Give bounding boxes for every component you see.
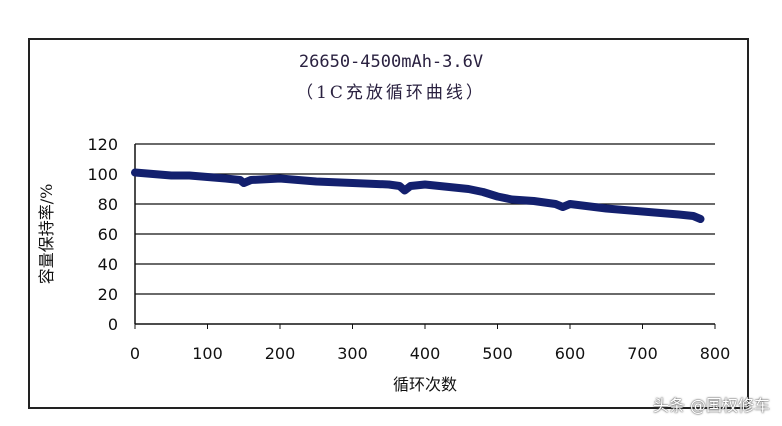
data-point: [185, 172, 193, 179]
data-point: [450, 184, 458, 191]
data-point: [689, 212, 697, 220]
y-axis-label: 容量保持率/%: [37, 184, 56, 285]
data-point: [385, 181, 393, 188]
y-tick-label: 80: [98, 195, 118, 214]
data-point: [222, 175, 230, 182]
data-point: [276, 175, 284, 182]
data-point: [639, 208, 646, 215]
x-tick-label: 500: [482, 344, 513, 363]
x-tick-label: 600: [555, 344, 586, 363]
data-point: [508, 196, 516, 203]
series-line: [131, 168, 705, 223]
x-tick-label: 700: [627, 344, 658, 363]
x-tick-label: 200: [265, 344, 296, 363]
data-point: [240, 179, 248, 187]
data-point: [247, 176, 255, 184]
data-point: [436, 182, 443, 190]
data-point: [421, 181, 429, 188]
data-point: [149, 170, 157, 178]
data-point: [566, 200, 574, 208]
chart-subtitle: （1C充放循环曲线）: [296, 83, 486, 103]
x-tick-label: 0: [130, 344, 140, 363]
data-point: [401, 187, 409, 194]
y-tick-label: 120: [87, 135, 118, 154]
data-point: [167, 172, 175, 179]
data-point: [312, 178, 320, 185]
y-tick-label: 20: [98, 285, 118, 304]
x-tick-label: 400: [410, 344, 441, 363]
data-point: [131, 169, 139, 176]
data-point: [396, 182, 404, 190]
data-point: [697, 215, 704, 223]
y-tick-label: 0: [108, 315, 118, 334]
y-tick-label: 60: [98, 225, 118, 244]
y-tick-label: 100: [87, 165, 118, 184]
data-point: [407, 182, 414, 190]
x-axis-label: 循环次数: [393, 375, 457, 394]
data-point: [349, 179, 356, 187]
x-tick-label: 100: [192, 344, 223, 363]
data-point: [465, 185, 472, 193]
data-point: [494, 193, 501, 200]
data-point: [530, 197, 538, 205]
watermark: 头条 @国权修车: [652, 396, 770, 415]
data-point: [204, 173, 211, 181]
chart-title: 26650-4500mAh-3.6V: [298, 52, 484, 72]
x-tick-label: 800: [700, 344, 731, 363]
x-tick-label: 300: [337, 344, 368, 363]
data-point: [602, 205, 610, 212]
data-point: [559, 203, 567, 211]
data-point: [675, 211, 683, 218]
data-point: [552, 200, 559, 208]
data-point: [479, 188, 487, 196]
y-tick-label: 40: [98, 255, 118, 274]
chart-frame: [28, 38, 749, 409]
